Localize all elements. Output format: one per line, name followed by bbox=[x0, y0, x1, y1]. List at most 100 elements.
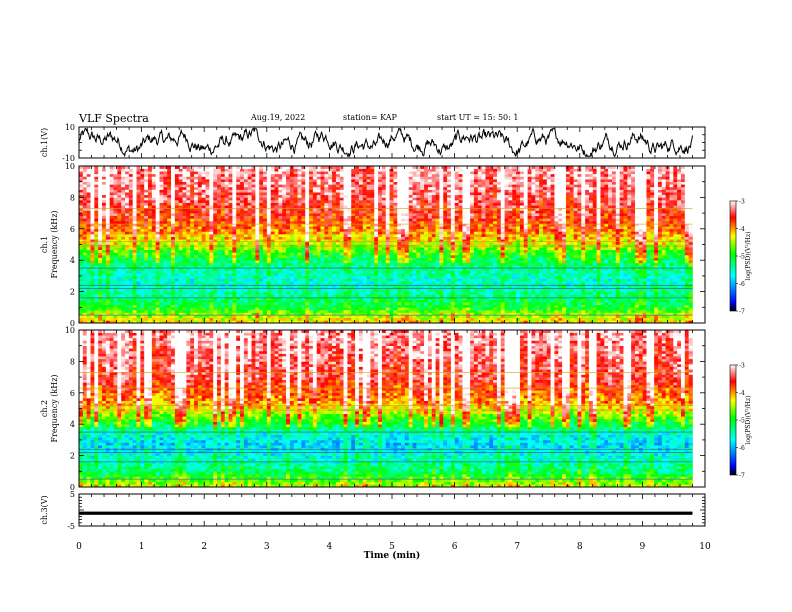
spectrogram-cell bbox=[247, 257, 252, 261]
spectrogram-cell bbox=[450, 317, 456, 321]
spectrogram-cell bbox=[263, 291, 268, 295]
spectrogram-cell bbox=[381, 309, 387, 313]
spectrogram-cell bbox=[550, 257, 555, 261]
spectrogram-cell bbox=[247, 268, 252, 271]
spectrogram-cell bbox=[140, 309, 145, 313]
spectrogram-cell bbox=[631, 270, 636, 274]
spectrogram-cell bbox=[190, 312, 195, 316]
spectrogram-cell bbox=[531, 315, 536, 319]
spectrogram-cell bbox=[144, 291, 149, 295]
spectrogram-cell bbox=[592, 254, 597, 258]
spectrogram-cell bbox=[412, 249, 417, 253]
spectrogram-cell bbox=[600, 317, 605, 321]
spectrogram-cell bbox=[688, 291, 693, 295]
spectrogram-cell bbox=[611, 288, 617, 292]
spectrogram-cell bbox=[335, 317, 341, 321]
spectrogram-cell bbox=[98, 249, 103, 253]
spectrogram-cell bbox=[289, 260, 295, 264]
spectrogram-cell bbox=[140, 281, 145, 285]
spectrogram-cell bbox=[573, 286, 578, 290]
spectrogram-cell bbox=[550, 262, 555, 266]
spectrogram-cell bbox=[462, 312, 467, 316]
spectrogram-cell bbox=[439, 315, 444, 319]
spectrogram-cell bbox=[397, 254, 402, 258]
spectrogram-cell bbox=[477, 302, 482, 305]
spectrogram-cell bbox=[431, 294, 436, 298]
spectrogram-cell bbox=[634, 265, 640, 269]
spectrogram-cell bbox=[542, 299, 548, 303]
spectrogram-cell bbox=[669, 299, 674, 303]
spectrogram-cell bbox=[588, 320, 594, 324]
spectrogram-cell bbox=[113, 247, 118, 251]
spectrogram-cell bbox=[320, 265, 325, 269]
spectrogram-cell bbox=[259, 315, 264, 319]
spectrogram-cell bbox=[634, 312, 640, 316]
spectrogram-cell bbox=[642, 312, 647, 316]
spectrogram-cell bbox=[355, 320, 360, 324]
spectrogram-cell bbox=[289, 278, 295, 282]
spectrogram-cell bbox=[684, 270, 689, 274]
spectrogram-cell bbox=[312, 254, 318, 258]
spectrogram-cell bbox=[535, 260, 540, 264]
spectrogram-cell bbox=[128, 249, 133, 253]
spectrogram-cell bbox=[255, 268, 260, 271]
spectrogram-cell bbox=[385, 247, 390, 251]
spectrogram-cell bbox=[213, 247, 218, 251]
spectrogram-cell bbox=[293, 281, 298, 285]
spectrogram-cell bbox=[489, 273, 494, 277]
spectrogram-cell bbox=[125, 249, 130, 253]
spectrogram-cell bbox=[393, 249, 398, 253]
spectrogram-cell bbox=[328, 260, 333, 264]
spectrogram-cell bbox=[634, 309, 640, 313]
spectrogram-cell bbox=[182, 288, 187, 292]
spectrogram-cell bbox=[148, 249, 153, 253]
spectrogram-cell bbox=[278, 273, 283, 277]
spectrogram-cell bbox=[608, 268, 613, 271]
spectrogram-cell bbox=[289, 312, 295, 316]
spectrogram-cell bbox=[562, 278, 567, 282]
spectrogram-cell bbox=[117, 286, 122, 290]
spectrogram-cell bbox=[144, 304, 149, 308]
spectrogram-cell bbox=[121, 288, 126, 292]
spectrogram-cell bbox=[450, 257, 456, 261]
spectrogram-cell bbox=[113, 260, 118, 264]
spectrogram-cell bbox=[443, 286, 448, 290]
spectrogram-cell bbox=[305, 262, 310, 266]
spectrogram-cell bbox=[316, 309, 321, 313]
spectrogram-cell bbox=[646, 262, 651, 266]
spectrogram-cell bbox=[661, 291, 666, 295]
spectrogram-cell bbox=[270, 302, 275, 305]
spectrogram-cell bbox=[148, 309, 153, 313]
spectrogram-cell bbox=[581, 304, 586, 308]
spectrogram-cell bbox=[171, 265, 176, 269]
spectrogram-cell bbox=[623, 317, 628, 321]
spectrogram-cell bbox=[113, 241, 118, 245]
spectrogram-cell bbox=[669, 309, 674, 313]
spectrogram-cell bbox=[535, 257, 540, 261]
spectrogram-cell bbox=[424, 247, 429, 251]
spectrogram-cell bbox=[121, 241, 126, 245]
spectrogram-cell bbox=[592, 304, 597, 308]
spectrogram-cell bbox=[466, 307, 471, 311]
spectrogram-cell bbox=[424, 302, 429, 305]
spectrogram-cell bbox=[554, 260, 559, 264]
spectrogram-cell bbox=[523, 252, 528, 256]
spectrogram-cell bbox=[151, 288, 156, 292]
spectrogram-cell bbox=[167, 268, 172, 271]
spectrogram-cell bbox=[102, 273, 107, 277]
spectrogram-cell bbox=[109, 241, 114, 245]
spectrogram-cell bbox=[297, 304, 302, 308]
spectrogram-cell bbox=[542, 273, 548, 277]
spectrogram-cell bbox=[393, 273, 398, 277]
spectrogram-cell bbox=[627, 296, 632, 300]
spectrogram-cell bbox=[132, 296, 137, 300]
spectrogram-cell bbox=[113, 294, 118, 298]
spectrogram-cell bbox=[366, 315, 371, 319]
spectrogram-cell bbox=[136, 241, 141, 245]
spectrogram-cell bbox=[312, 291, 318, 295]
spectrogram-cell bbox=[454, 262, 459, 266]
spectrogram-cell bbox=[178, 252, 183, 256]
spectrogram-cell bbox=[631, 262, 636, 266]
spectrogram-cell bbox=[684, 247, 689, 251]
spectrogram-cell bbox=[113, 270, 118, 274]
